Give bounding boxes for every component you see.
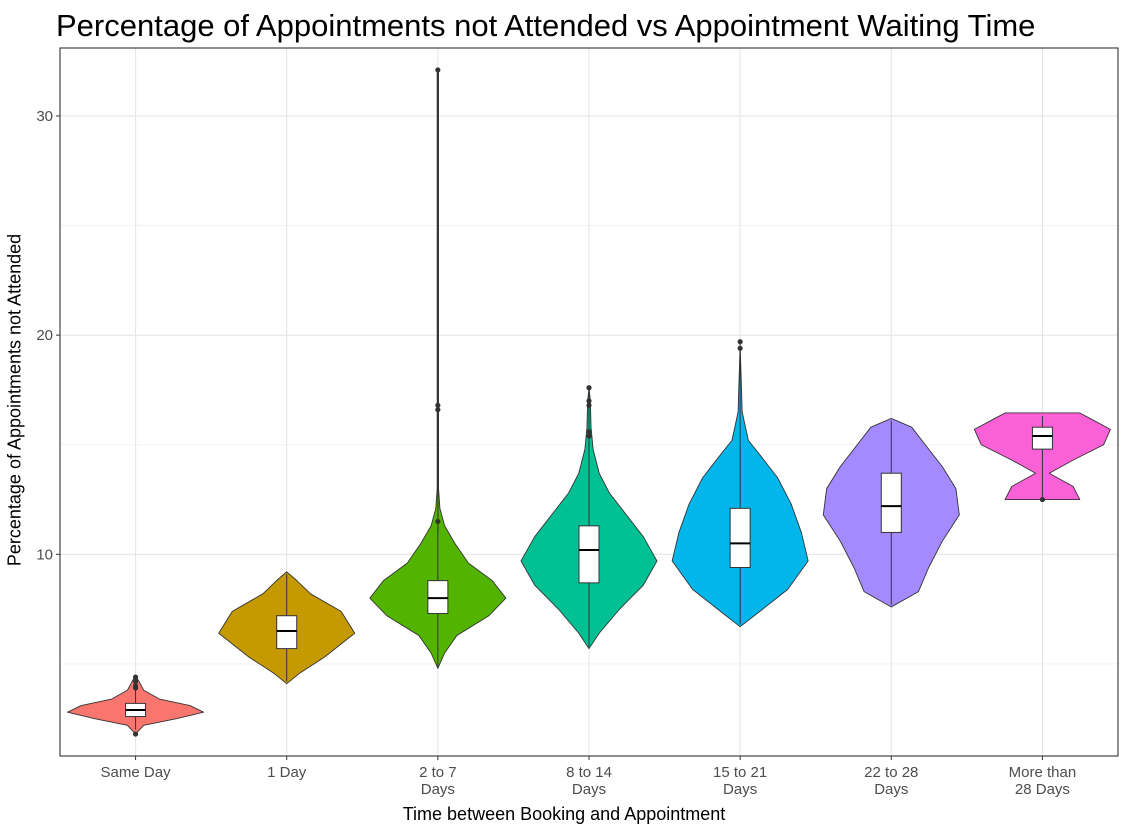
x-tick-label: More than bbox=[1009, 764, 1077, 781]
box-iqr bbox=[427, 580, 449, 615]
outlier-point bbox=[586, 385, 592, 391]
outlier-point bbox=[737, 339, 743, 345]
y-tick-label: 20 bbox=[36, 327, 53, 344]
x-axis-label: Time between Booking and Appointment bbox=[402, 804, 726, 824]
x-tick-label: 8 to 14 bbox=[566, 764, 612, 781]
x-tick-label: Days bbox=[723, 781, 757, 798]
x-tick-label: 2 to 7 bbox=[419, 764, 457, 781]
outlier-point bbox=[132, 674, 139, 680]
x-tick-label: Same Day bbox=[101, 764, 172, 781]
violin-marks bbox=[67, 67, 1111, 737]
box-iqr bbox=[729, 507, 751, 568]
outlier-point bbox=[435, 67, 441, 73]
x-tick-label: 28 Days bbox=[1015, 781, 1070, 798]
y-tick-label: 10 bbox=[36, 546, 53, 563]
y-axis-label: Percentage of Appointments not Attended bbox=[4, 233, 25, 567]
x-tick-label: 1 Day bbox=[267, 764, 307, 781]
x-tick-label: Days bbox=[421, 781, 455, 798]
box-iqr bbox=[578, 525, 600, 584]
x-tick-label: Days bbox=[874, 781, 908, 798]
box-iqr bbox=[276, 615, 298, 650]
box-iqr bbox=[880, 472, 902, 533]
chart-title: Percentage of Appointments not Attended … bbox=[56, 8, 1036, 43]
outlier-point bbox=[132, 731, 139, 737]
x-tick-label: Days bbox=[572, 781, 606, 798]
box-iqr bbox=[1031, 426, 1053, 450]
outlier-point bbox=[1039, 496, 1046, 503]
x-tick-label: 22 to 28 bbox=[864, 764, 918, 781]
y-tick-label: 30 bbox=[36, 108, 53, 125]
x-tick-label: 15 to 21 bbox=[713, 764, 767, 781]
